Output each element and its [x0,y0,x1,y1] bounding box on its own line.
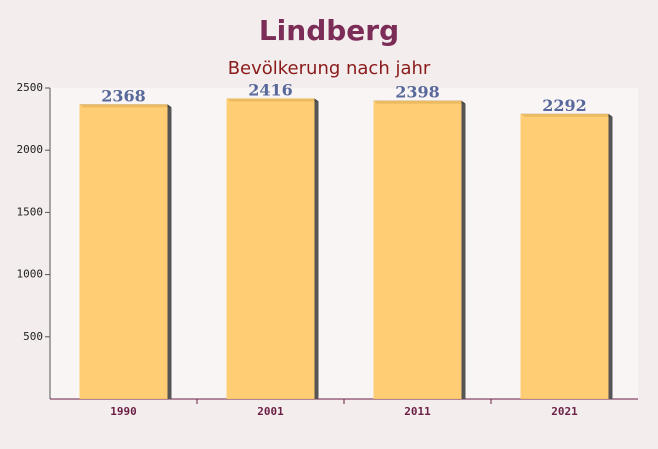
bar-shadow [167,104,172,399]
bar [373,100,462,400]
bar-shadow [608,113,613,400]
bar [79,104,168,399]
bar [226,98,315,400]
y-tick-label: 1000 [17,268,44,281]
chart-subtitle: Bevölkerung nach jahr [228,58,431,79]
chart-title: Lindberg [259,14,399,47]
value-label: 2368 [101,86,146,105]
x-tick-label: 2011 [404,405,431,418]
value-label: 2398 [395,83,440,102]
x-tick-label: 1990 [110,405,137,418]
bar-shadow [314,98,319,400]
y-tick-label: 2000 [17,143,44,156]
y-tick-label: 500 [23,330,43,343]
bar [520,113,609,400]
y-tick-label: 1500 [17,205,44,218]
value-label: 2416 [248,80,293,99]
bar-shadow [461,100,466,400]
x-tick-label: 2021 [551,405,578,418]
value-label: 2292 [542,96,587,115]
x-tick-label: 2001 [257,405,284,418]
y-tick-label: 2500 [17,81,44,94]
